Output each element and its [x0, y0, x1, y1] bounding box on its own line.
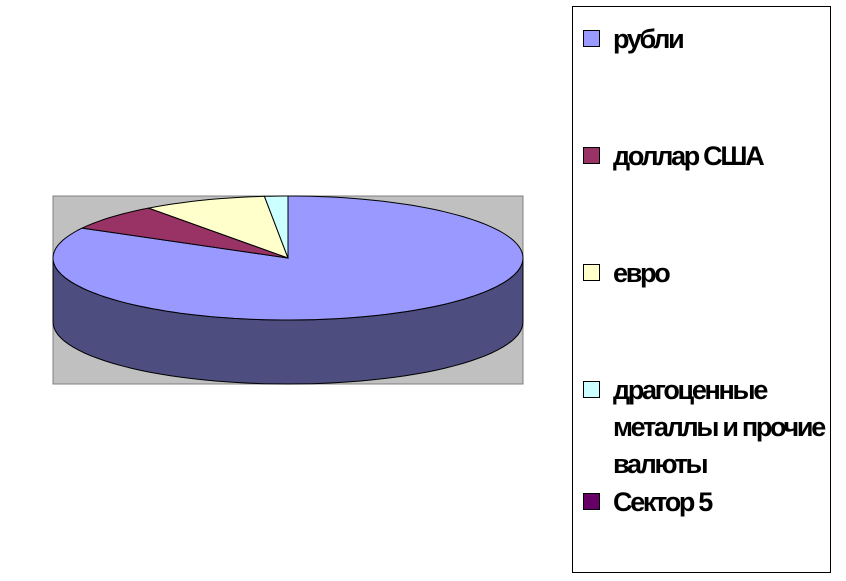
pie-slice	[80, 207, 289, 259]
legend-swatch	[583, 381, 600, 398]
legend-label: доллар США	[613, 141, 765, 171]
legend-item-euro: евро	[583, 255, 843, 292]
pie-slice	[146, 195, 289, 259]
legend-label: рубли	[613, 24, 685, 54]
legend-swatch	[583, 147, 600, 164]
legend-label: драгоценные металлы и прочие валюты	[613, 375, 826, 479]
pie-slice	[263, 195, 289, 259]
legend-item-precious: драгоценные металлы и прочие валюты	[583, 372, 843, 483]
legend-swatch	[583, 493, 600, 510]
legend-label: евро	[613, 258, 671, 288]
legend-item-rubles: рубли	[583, 21, 843, 58]
legend-item-sector5: Сектор 5	[583, 484, 843, 521]
legend-swatch	[583, 30, 600, 47]
legend-swatch	[583, 264, 600, 281]
legend-item-usd: доллар США	[583, 138, 843, 175]
legend: рубли доллар США евро драгоценные металл…	[572, 6, 831, 573]
legend-label: Сектор 5	[613, 487, 713, 517]
